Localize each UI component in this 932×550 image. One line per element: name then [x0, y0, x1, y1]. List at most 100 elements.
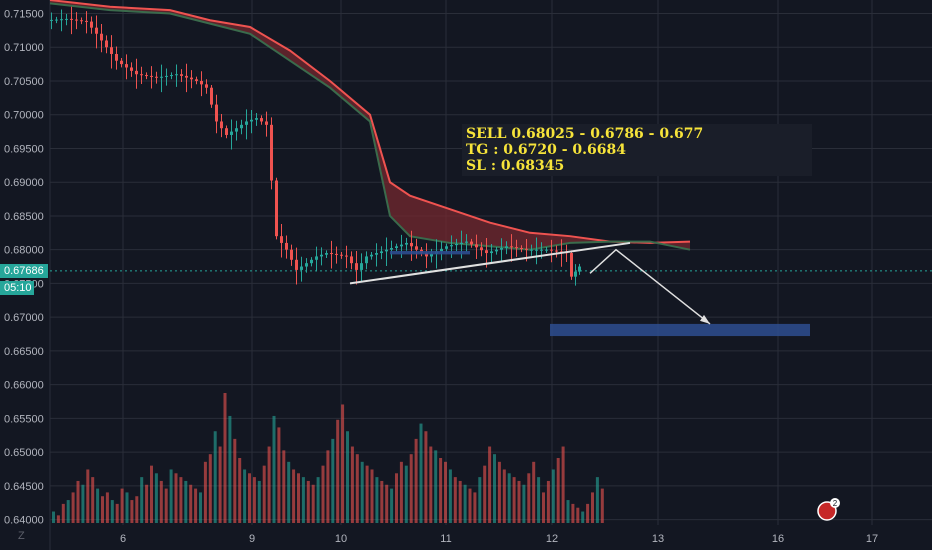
volume-bar	[238, 458, 242, 523]
candle-body	[455, 243, 458, 246]
candle-body	[240, 124, 243, 129]
candle-body	[215, 104, 218, 122]
volume-bar	[507, 473, 511, 523]
candle-body	[385, 249, 388, 252]
volume-bar	[576, 507, 580, 523]
volume-bar	[81, 484, 85, 523]
volume-bar	[154, 473, 158, 523]
volume-bar	[581, 511, 585, 523]
volume-bar	[218, 446, 222, 523]
volume-bar	[429, 446, 433, 523]
candle-body	[370, 254, 373, 257]
candle-body	[550, 249, 553, 251]
volume-bar	[145, 484, 149, 523]
y-tick-label: 0.64000	[4, 515, 44, 527]
trendline	[349, 241, 631, 285]
volume-bar	[444, 461, 447, 523]
candle-body	[160, 76, 163, 78]
candle-body	[260, 118, 263, 122]
volume-bar	[365, 465, 369, 523]
volume-bar	[424, 431, 428, 523]
volume-bar	[306, 480, 310, 523]
volume-bar	[591, 492, 594, 523]
volume-bar	[527, 473, 531, 523]
y-tick-label: 0.67000	[4, 312, 44, 324]
volume-bar	[556, 458, 560, 523]
volume-bar	[199, 492, 202, 523]
volume-bar	[346, 431, 349, 523]
x-tick-label: 13	[652, 533, 664, 545]
volume-bar	[419, 423, 423, 523]
volume-bar	[370, 469, 374, 523]
candle-body	[125, 64, 128, 68]
y-tick-label: 0.69000	[4, 177, 44, 189]
annotation-target-line: TG : 0.6720 - 0.6684	[466, 142, 627, 158]
candle-body	[220, 121, 223, 129]
candle-body	[535, 249, 538, 251]
candle-body	[120, 60, 123, 65]
volume-bar	[350, 446, 354, 523]
candle-body	[400, 244, 403, 247]
candle-body	[405, 242, 408, 245]
countdown-badge: 05:10	[0, 281, 34, 295]
candle-body	[350, 256, 353, 264]
candle-body	[110, 47, 113, 54]
x-tick-label: 10	[335, 533, 347, 545]
volume-bar	[488, 446, 492, 523]
candle-body	[345, 255, 348, 257]
candle-body	[185, 75, 188, 78]
candle-body	[485, 250, 488, 254]
x-tick-label: 16	[772, 533, 784, 545]
volume-bar	[115, 503, 119, 523]
candle-body	[115, 53, 118, 61]
y-tick-label: 0.71500	[4, 8, 44, 20]
volume-bar	[478, 477, 482, 523]
candle-body	[410, 242, 413, 247]
volume-bar	[262, 465, 266, 523]
candle-body	[285, 242, 288, 250]
candle-body	[100, 33, 103, 41]
candle-body	[55, 19, 58, 21]
candle-body	[195, 79, 198, 81]
candle-body	[520, 247, 523, 249]
volume-bar	[434, 450, 438, 523]
drawings-layer[interactable]	[349, 241, 810, 337]
volume-bar	[233, 438, 237, 523]
time-axis[interactable]: 6 9 10 11 12 13 16 17	[120, 533, 878, 545]
y-tick-label: 0.64500	[4, 481, 44, 493]
candle-body	[500, 247, 503, 250]
volume-bar	[537, 477, 541, 523]
volume-bar	[52, 511, 55, 523]
candle-body	[315, 256, 318, 260]
volume-bar	[546, 480, 550, 523]
volume-bar	[385, 484, 389, 523]
trade-annotation[interactable]: SELL 0.68025 - 0.6786 - 0.677 TG : 0.672…	[462, 124, 812, 176]
candle-body	[255, 118, 258, 120]
volume-bar	[76, 480, 80, 523]
volume-bar	[292, 469, 296, 523]
candle-body	[275, 180, 278, 237]
zoom-reset-button[interactable]: Z	[18, 530, 25, 542]
candle-body	[360, 263, 363, 270]
volume-bars	[52, 393, 604, 523]
candle-body	[375, 253, 378, 255]
volume-bar	[91, 477, 95, 523]
candle-body	[95, 27, 98, 34]
annotation-sell-line: SELL 0.68025 - 0.6786 - 0.677	[466, 126, 704, 142]
event-badge[interactable]: 2	[816, 497, 842, 523]
event-count-label: 2	[833, 499, 838, 508]
volume-bar	[463, 484, 467, 523]
volume-bar	[414, 438, 418, 523]
x-tick-label: 11	[440, 533, 451, 545]
candle-body	[50, 19, 53, 21]
candle-body	[460, 242, 463, 244]
candle-body	[320, 254, 323, 257]
candlestick-series	[50, 6, 581, 286]
volume-bar	[267, 446, 271, 523]
candle-body	[525, 248, 528, 250]
candle-body	[180, 74, 183, 76]
event-count-bubble	[830, 498, 840, 508]
volume-bar	[189, 484, 193, 523]
volume-bar	[101, 496, 104, 523]
